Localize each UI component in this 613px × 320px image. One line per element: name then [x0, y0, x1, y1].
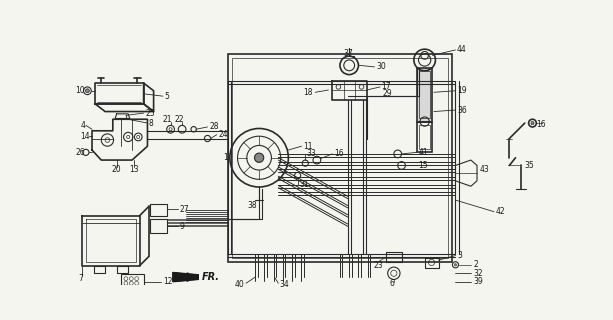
Text: 37: 37 [344, 49, 354, 58]
Text: 17: 17 [381, 83, 391, 92]
Bar [228, 54, 452, 262]
Text: 19: 19 [457, 86, 466, 95]
Text: 35: 35 [525, 161, 535, 170]
Text: 12: 12 [163, 277, 172, 286]
Text: 13: 13 [129, 165, 139, 174]
Text: 38: 38 [248, 201, 257, 210]
Text: 10: 10 [75, 86, 85, 95]
Text: 36: 36 [457, 106, 466, 115]
Text: 42: 42 [495, 207, 505, 216]
Text: 28: 28 [209, 123, 219, 132]
Text: 16: 16 [334, 149, 343, 158]
Bar [417, 68, 432, 122]
Text: 5: 5 [164, 92, 169, 101]
Bar [419, 124, 430, 149]
Bar [150, 204, 167, 215]
Text: 39: 39 [473, 277, 483, 286]
Text: 2: 2 [473, 260, 478, 269]
Circle shape [454, 264, 457, 266]
Text: 40: 40 [235, 280, 245, 289]
Bar [150, 219, 167, 233]
Text: 8: 8 [149, 119, 154, 128]
Text: 11: 11 [303, 142, 313, 151]
Polygon shape [173, 273, 198, 282]
Circle shape [85, 89, 89, 93]
Text: 44: 44 [457, 45, 466, 54]
Text: 16: 16 [536, 120, 546, 129]
Text: 23: 23 [374, 261, 383, 270]
Circle shape [254, 153, 264, 162]
Text: 34: 34 [280, 280, 290, 289]
Bar [232, 58, 447, 258]
Text: 22: 22 [174, 115, 184, 124]
Text: 30: 30 [376, 62, 386, 71]
Text: 21: 21 [162, 115, 172, 124]
Text: 15: 15 [419, 161, 428, 170]
Text: FR.: FR. [201, 272, 219, 282]
Text: 33: 33 [307, 149, 316, 158]
Text: 4: 4 [80, 121, 85, 130]
Text: 29: 29 [383, 89, 392, 98]
Bar [419, 71, 430, 118]
Text: 9: 9 [180, 222, 185, 231]
Text: 41: 41 [419, 148, 428, 157]
Circle shape [531, 122, 534, 124]
Text: 24: 24 [218, 130, 228, 139]
Text: 1: 1 [224, 153, 228, 162]
Text: 3: 3 [457, 251, 462, 260]
Text: 20: 20 [112, 165, 121, 174]
Text: 43: 43 [480, 165, 490, 174]
Text: 6: 6 [389, 279, 394, 288]
Text: 14: 14 [80, 132, 90, 141]
Text: 25: 25 [145, 108, 154, 117]
Text: 26: 26 [75, 148, 85, 157]
Text: 31: 31 [299, 180, 309, 189]
Bar [417, 122, 432, 152]
Text: 32: 32 [473, 269, 483, 278]
Text: 18: 18 [303, 88, 313, 97]
Text: 27: 27 [180, 205, 189, 214]
Bar [121, 274, 143, 289]
Text: 7: 7 [78, 274, 83, 283]
